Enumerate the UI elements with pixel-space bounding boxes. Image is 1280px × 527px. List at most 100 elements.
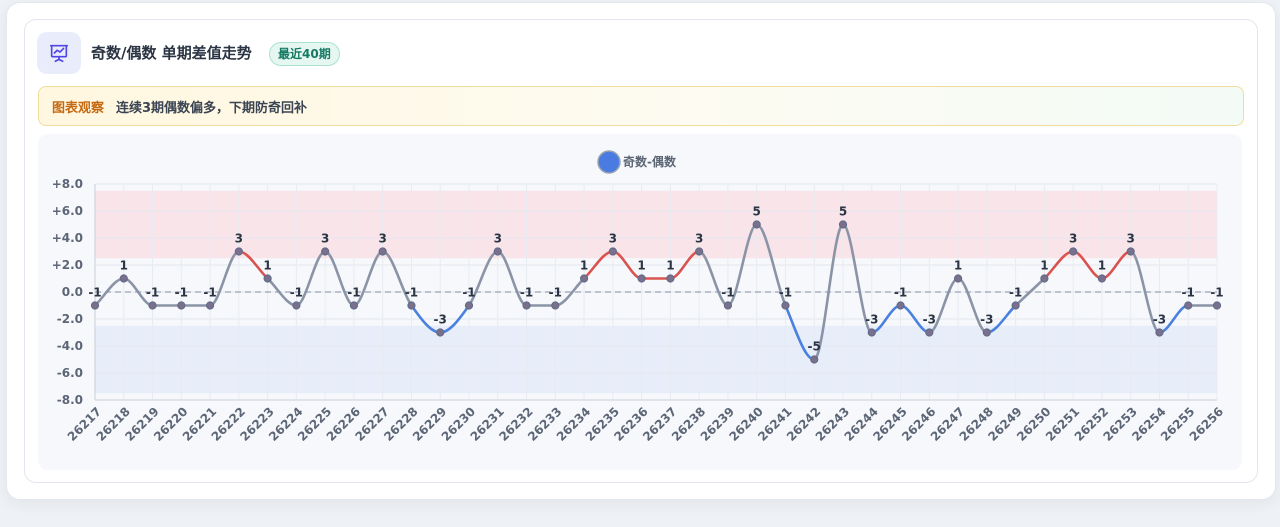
period-badge: 最近40期 [269, 42, 340, 66]
data-label: 3 [1069, 232, 1077, 246]
data-label: -1 [175, 286, 188, 300]
data-point [551, 301, 560, 310]
line-segment [841, 223, 874, 334]
data-point [177, 301, 186, 310]
data-label: -1 [549, 286, 562, 300]
data-label: -1 [405, 286, 418, 300]
chart-card: 奇数/偶数 单期差值走势 最近40期 图表观察 连续3期偶数偏多，下期防奇回补 … [24, 19, 1258, 483]
data-label: -1 [88, 286, 101, 300]
data-label: -3 [865, 313, 878, 327]
legend-label: 奇数-偶数 [623, 154, 677, 169]
data-label: 1 [263, 259, 271, 273]
line-segment [726, 223, 758, 307]
data-point [292, 301, 301, 310]
data-label: -5 [808, 340, 821, 354]
data-label: -1 [520, 286, 533, 300]
data-point [321, 247, 330, 256]
data-label: -1 [721, 286, 734, 300]
data-point [925, 328, 934, 337]
y-tick-label: -4.0 [57, 339, 83, 353]
data-point [810, 355, 819, 364]
data-point [119, 274, 128, 283]
data-point [522, 301, 531, 310]
insight-text: 连续3期偶数偏多，下期防奇回补 [116, 101, 308, 116]
data-point [781, 301, 790, 310]
data-label: 3 [379, 232, 387, 246]
line-segment [812, 223, 845, 361]
data-point [464, 301, 474, 310]
data-point [1040, 274, 1049, 283]
legend-marker [597, 150, 621, 174]
chart-card-icon-box [37, 32, 81, 74]
line-segment [1129, 250, 1161, 334]
data-label: -3 [980, 313, 993, 327]
y-tick-label: +8.0 [52, 177, 83, 191]
data-point [1011, 301, 1020, 310]
presentation-chart-icon [49, 44, 69, 63]
data-point [1155, 328, 1164, 337]
data-point [234, 247, 243, 256]
data-point [867, 328, 876, 337]
data-label: 3 [235, 232, 243, 246]
data-point [493, 247, 502, 256]
chart-area: +8.0 +6.0 +4.0 +2.0 0.0 -2.0 -4.0 -6.0 -8.0 26217… [38, 134, 1242, 470]
data-point [349, 301, 359, 310]
data-label: -1 [290, 286, 303, 300]
data-label: 5 [839, 205, 847, 219]
data-label: -1 [462, 286, 475, 300]
data-point [263, 274, 272, 283]
data-label: -1 [347, 286, 360, 300]
data-point [608, 247, 617, 256]
low-band [95, 325, 1217, 394]
data-point [953, 274, 963, 283]
data-label: -1 [1009, 286, 1022, 300]
data-point [1126, 247, 1135, 256]
chart-title: 奇数/偶数 单期差值走势 [91, 44, 252, 62]
data-point [896, 301, 905, 310]
data-label: -1 [1210, 286, 1223, 300]
data-label: 5 [753, 205, 761, 219]
data-point [723, 301, 733, 310]
data-label: -1 [1182, 286, 1195, 300]
data-label: 3 [321, 232, 329, 246]
data-point [752, 220, 761, 229]
data-point [1184, 301, 1193, 310]
data-point [982, 328, 991, 337]
data-label: 1 [1040, 259, 1048, 273]
data-point [205, 301, 215, 310]
data-label: -1 [894, 286, 907, 300]
data-label: -3 [434, 313, 447, 327]
y-tick-label: +2.0 [52, 258, 83, 272]
data-point [1212, 301, 1222, 310]
data-label: -1 [146, 286, 159, 300]
y-tick-label: -6.0 [57, 366, 83, 380]
data-point [695, 247, 704, 256]
data-label: 3 [695, 232, 703, 246]
data-label: 3 [494, 232, 502, 246]
y-tick-label: -2.0 [57, 312, 83, 326]
insight-banner: 图表观察 连续3期偶数偏多，下期防奇回补 [38, 86, 1244, 126]
data-label: -1 [203, 286, 216, 300]
data-point [579, 274, 589, 283]
data-point [637, 274, 646, 283]
data-label: -3 [923, 313, 936, 327]
data-point [1097, 274, 1107, 283]
data-point [148, 301, 157, 310]
data-point [378, 247, 387, 256]
data-label: 1 [120, 259, 128, 273]
y-tick-label: 0.0 [62, 285, 83, 299]
data-label: 1 [666, 259, 674, 273]
y-tick-label: +4.0 [52, 231, 83, 245]
data-label: 1 [580, 259, 588, 273]
data-label: 1 [637, 259, 645, 273]
data-point [436, 328, 445, 337]
data-label: 3 [609, 232, 617, 246]
legend: 奇数-偶数 [597, 150, 677, 174]
data-label: 1 [1098, 259, 1106, 273]
data-point [838, 220, 848, 229]
insight-tag: 图表观察 [52, 101, 105, 116]
data-label: -3 [1153, 313, 1166, 327]
data-label: 3 [1127, 232, 1135, 246]
page-panel: 奇数/偶数 单期差值走势 最近40期 图表观察 连续3期偶数偏多，下期防奇回补 … [6, 2, 1276, 500]
data-point [666, 274, 675, 283]
